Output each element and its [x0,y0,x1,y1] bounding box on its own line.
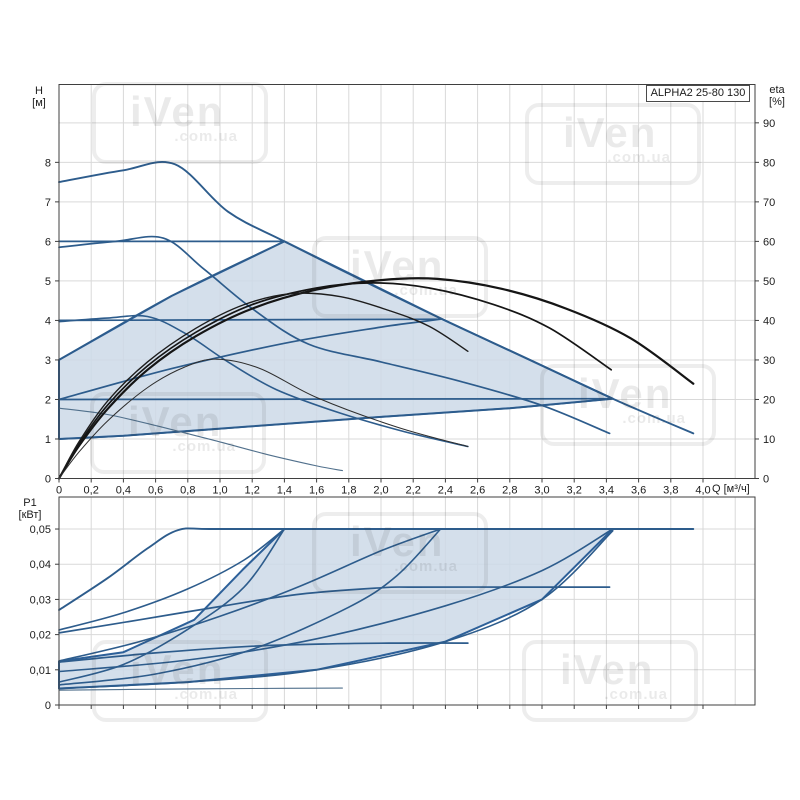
pp3-curve [58,240,286,361]
tick-label: 0 [56,485,62,497]
p1-min-speed-curve [58,687,343,691]
p1-speed-2-curve [58,586,611,634]
tick-label: 60 [763,236,775,248]
tick-label: 3,0 [534,485,549,497]
tick-label: 30 [763,355,775,367]
p1-pp2-curve [58,528,442,686]
head-flow-chart-frame [58,84,756,479]
tick-label: 0 [45,474,51,486]
power-flow-chart-x-axis [58,705,704,709]
power-flow-chart-y-axis: 0 0,01 0,02 0,03 0,04 0,05 [30,524,59,712]
p1-axis-title: P1 [кВт] [8,497,52,521]
h-axis-name: H [35,85,43,97]
p1-cp2-curve [58,528,442,662]
power-flow-chart: 0 0,01 0,02 0,03 0,04 0,05 [30,496,756,712]
q-axis-title: Q [м³/ч] [712,483,750,495]
tick-label: 3 [45,355,51,367]
speed-2-curve [58,235,611,435]
tick-label: 0,8 [180,485,195,497]
p1-speed-3-curve [58,527,695,611]
tick-label: 2,8 [502,485,517,497]
tick-label: 6 [45,236,51,248]
tick-label: 0,4 [116,485,131,497]
eta-axis-name: eta [769,84,785,96]
tick-label: 5 [45,276,51,288]
tick-label: 0,01 [30,665,51,677]
h-axis-title: H [м] [26,85,52,109]
tick-label: 0 [45,700,51,712]
tick-label: 8 [45,157,51,169]
tick-label: 20 [763,394,775,406]
p1-cp1-curve [58,528,614,673]
tick-label: 2,0 [373,485,388,497]
cp1-curve [58,397,614,401]
speed-1-curve [58,314,469,448]
tick-label: 1 [45,434,51,446]
tick-label: 4,0 [695,485,710,497]
eta-axis-title: eta [%] [760,84,794,108]
tick-label: 0,04 [30,559,51,571]
tick-label: 0,2 [84,485,99,497]
tick-label: 50 [763,276,775,288]
tick-label: 40 [763,315,775,327]
tick-label: 10 [763,434,775,446]
min-speed-curve [58,407,343,472]
p1-axis-unit: [кВт] [18,509,42,521]
tick-label: 0 [763,474,769,486]
tick-label: 0,02 [30,630,51,642]
tick-label: 1,2 [245,485,260,497]
tick-label: 7 [45,197,51,209]
tick-label: 2,2 [406,485,421,497]
eta-min-speed-curve [58,358,469,479]
tick-label: 0,05 [30,524,51,536]
eta-speed-3-curve [57,277,695,480]
control-range [58,240,614,440]
p1-axis-name: P1 [23,497,37,509]
tick-label: 3,4 [599,485,614,497]
p1-pp1-curve [58,530,614,690]
tick-label: 0,03 [30,594,51,606]
head-flow-chart-x-axis: 0 0,2 0,4 0,6 0,8 1,0 1,2 1,4 1,6 1,8 2,0 2,2 2,4 2,6… [56,478,711,497]
head-flow-chart-eta-axis: 0 10 20 30 40 50 60 70 80 90 [755,118,775,486]
tick-label: 2,6 [470,485,485,497]
tick-label: 1,6 [309,485,324,497]
tick-label: 1,8 [341,485,356,497]
tick-label: 0,6 [148,485,163,497]
cp2-curve [58,318,442,322]
tick-label: 1,4 [277,485,292,497]
p1-pp3-curve [58,528,286,683]
head-flow-chart-y-axis: 0 1 2 3 4 5 6 7 8 [45,157,59,486]
speed-3-curve [58,160,695,435]
pp1-curve [58,397,614,440]
tick-label: 2,4 [438,485,453,497]
tick-label: 70 [763,197,775,209]
tick-label: 80 [763,157,775,169]
tick-label: 4 [45,315,51,327]
eta-axis-unit: [%] [769,96,785,108]
tick-label: 2 [45,394,51,406]
p1-cp3-curve [58,528,286,631]
head-flow-chart: 0 0,2 0,4 0,6 0,8 1,0 1,2 1,4 1,6 1,8 2,0 2,2 2,4 2,6… [45,84,775,497]
tick-label: 90 [763,118,775,130]
pump-type-label: ALPHA2 25-80 130 [646,85,750,102]
tick-label: 3,8 [663,485,678,497]
tick-label: 1,0 [212,485,227,497]
h-axis-unit: [м] [32,97,46,109]
tick-label: 3,6 [631,485,646,497]
eta-speed-1-curve [58,292,469,480]
tick-label: 3,2 [567,485,582,497]
power-flow-chart-frame [58,496,756,706]
